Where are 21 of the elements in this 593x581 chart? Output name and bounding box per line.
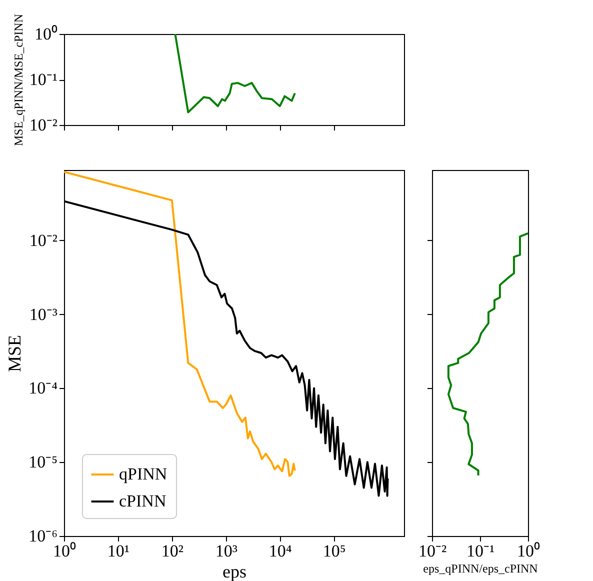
- y-tick-label: 10⁰: [34, 24, 58, 44]
- x-axis-title: eps: [222, 562, 246, 581]
- x-tick-label: 10⁰: [517, 542, 540, 560]
- x-tick-label: 10²: [161, 542, 184, 560]
- y-tick-label: 10⁻²: [29, 116, 58, 134]
- x-tick-label: 10⁵: [322, 542, 346, 560]
- y-tick-label: 10⁻⁵: [28, 452, 58, 472]
- y-tick-label: 10⁻²: [29, 230, 58, 250]
- y-tick-label: 10⁻³: [29, 304, 58, 324]
- x-tick-label: 10³: [215, 542, 238, 560]
- x-tick-label: 10⁻¹: [466, 542, 495, 560]
- y-axis-title: MSE_qPINN/MSE_cPINN: [11, 14, 26, 146]
- y-tick-label: 10⁻¹: [29, 70, 58, 89]
- legend-label: qPINN: [119, 464, 168, 484]
- x-tick-label: 10¹: [107, 542, 130, 560]
- x-axis-title: eps_qPINN/eps_cPINN: [423, 562, 538, 576]
- y-axis-title: MSE: [4, 334, 25, 372]
- x-tick-label: 10⁻²: [418, 542, 447, 560]
- y-tick-label: 10⁻⁴: [28, 378, 58, 398]
- x-tick-label: 10⁴: [268, 542, 292, 560]
- legend-label: cPINN: [119, 492, 166, 510]
